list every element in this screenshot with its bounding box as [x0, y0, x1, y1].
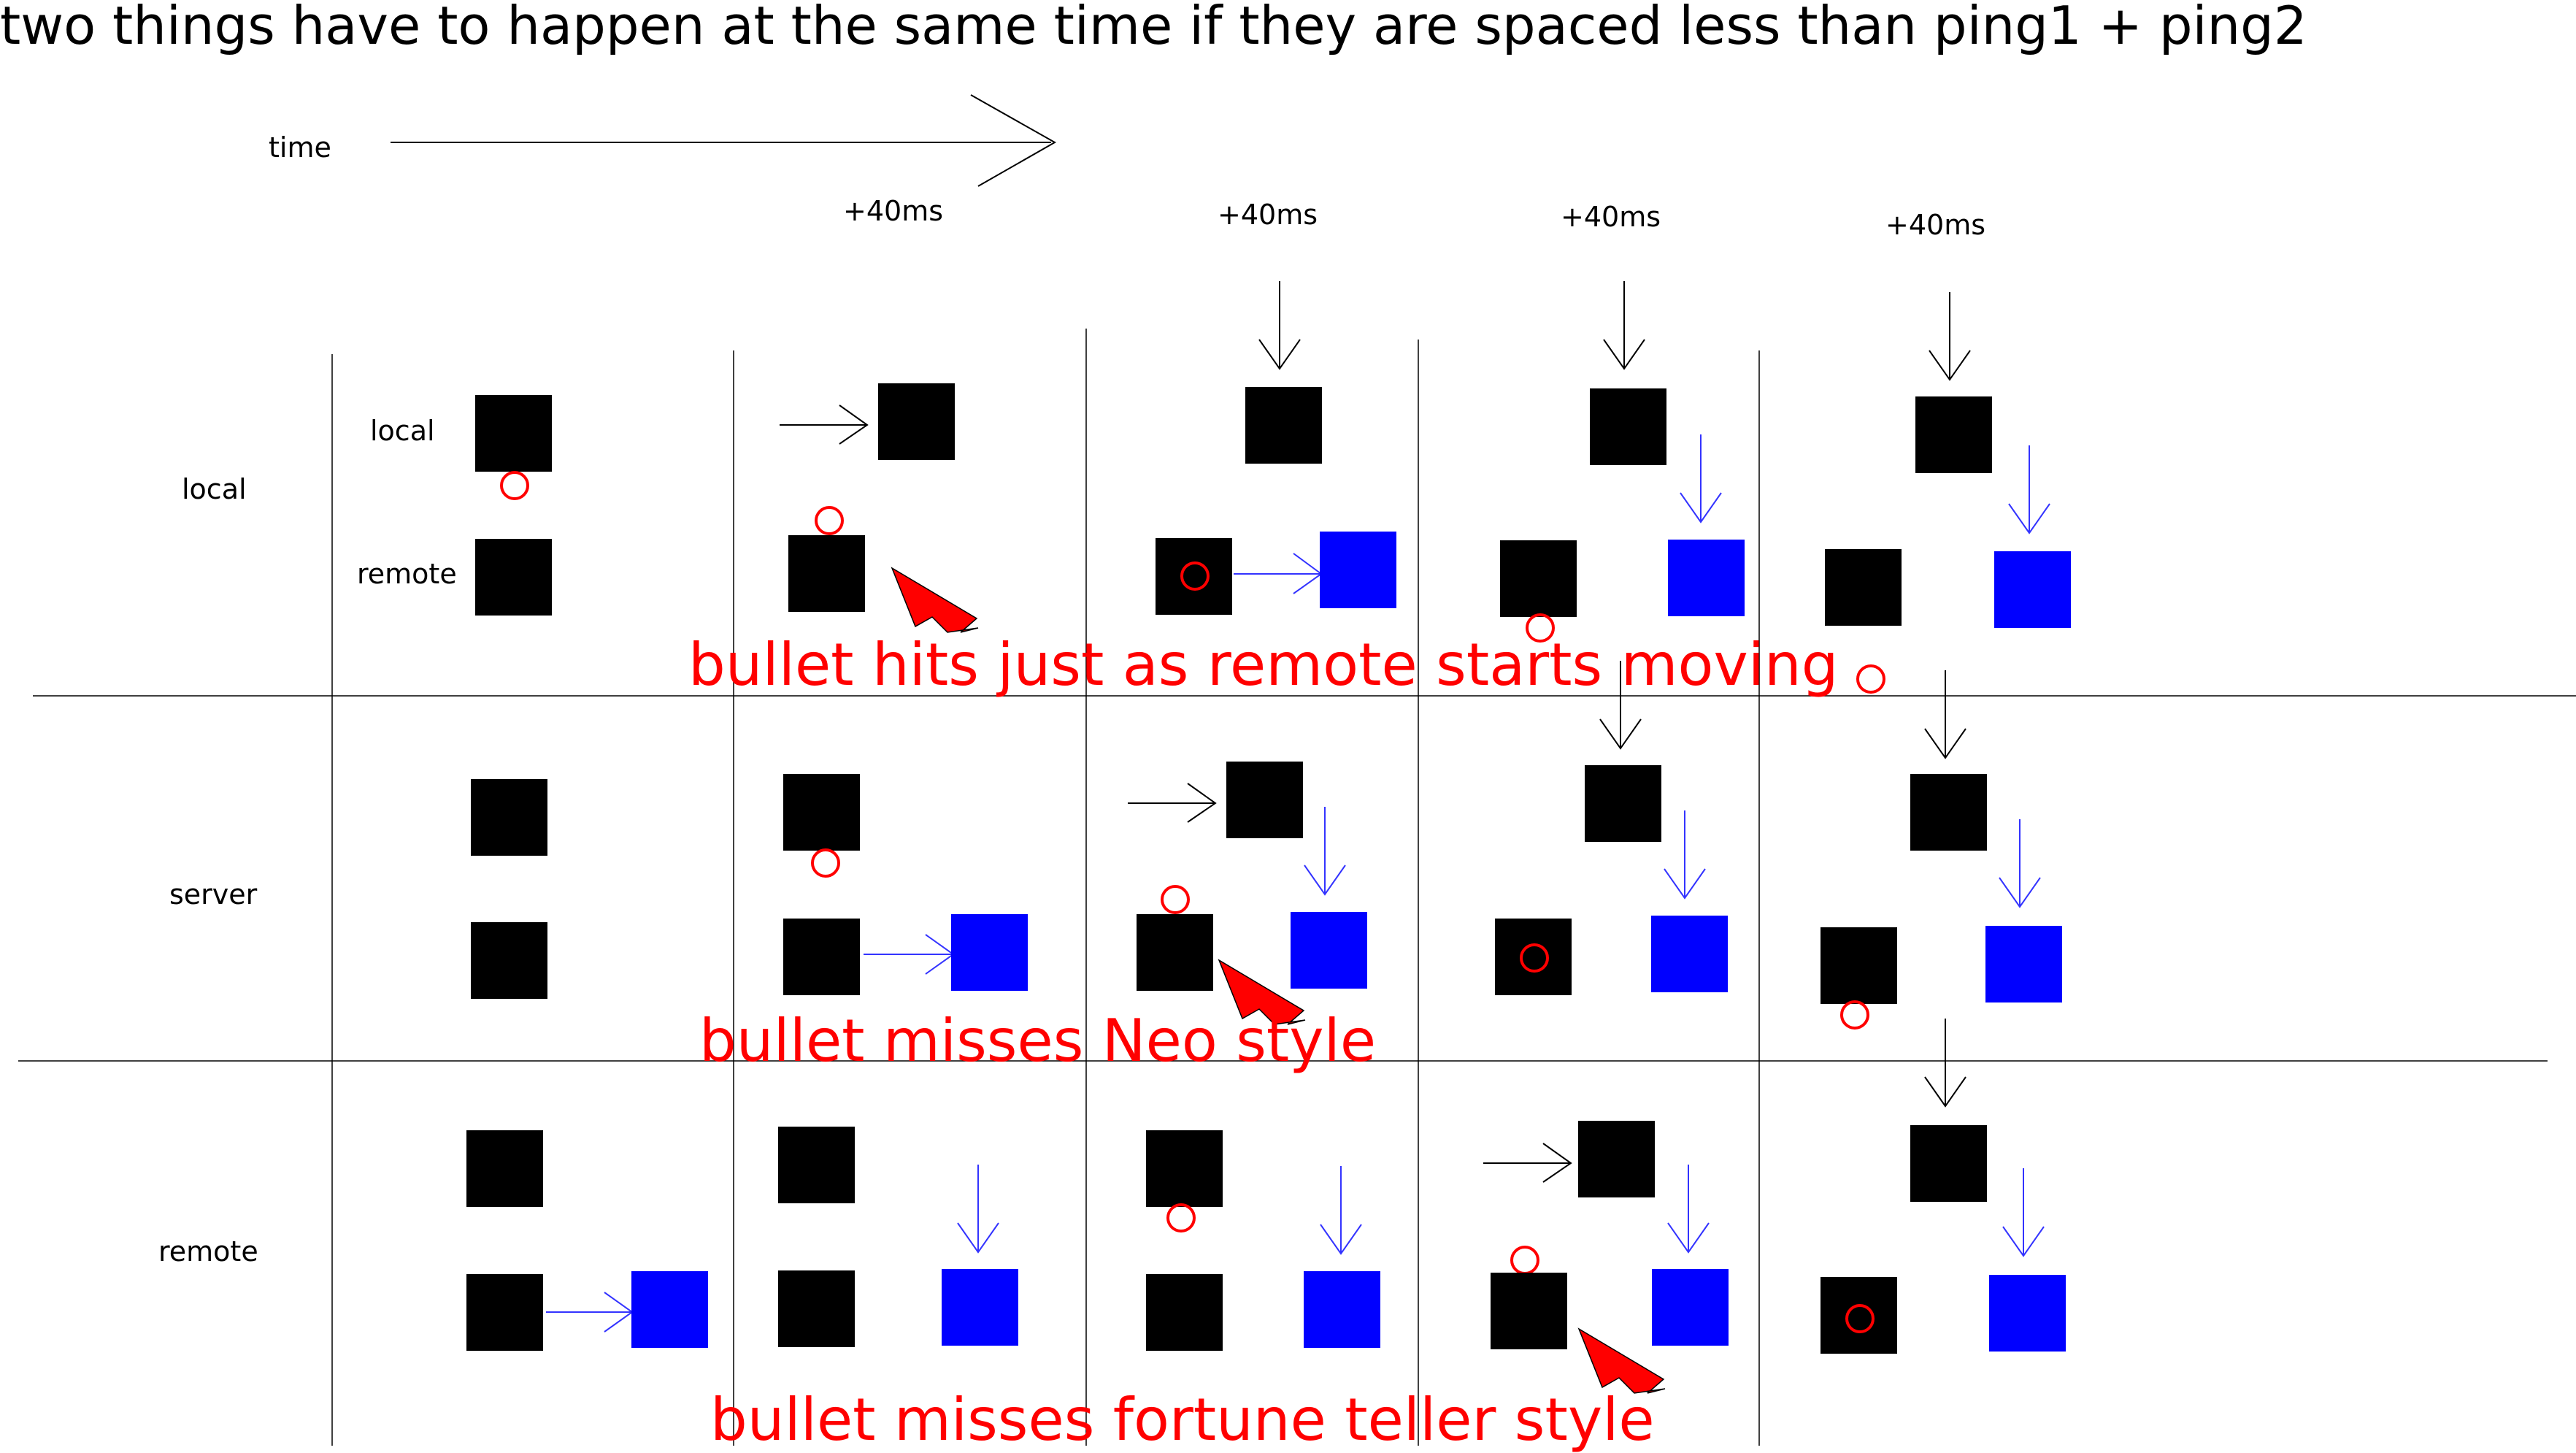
- diagram-title: two things have to happen at the same ti…: [0, 0, 2307, 56]
- local-player-box: [1915, 396, 1992, 473]
- bullet-marker: [1526, 613, 1555, 643]
- local-player-box: [778, 1127, 855, 1203]
- local-player-box: [1146, 1130, 1223, 1207]
- bullet-marker: [1520, 943, 1549, 973]
- remote-moved-box: [1291, 912, 1367, 989]
- remote-player-box: [788, 535, 865, 612]
- bullet-marker: [1166, 1203, 1196, 1232]
- row-label-local: local: [182, 473, 247, 505]
- remote-player-box: [466, 1274, 543, 1351]
- step-label-2: +40ms: [1218, 199, 1318, 231]
- time-arrow: [391, 94, 1057, 187]
- bullet-marker: [1845, 1304, 1875, 1333]
- remote-moved-box: [1994, 551, 2071, 628]
- step-label-3: +40ms: [1561, 201, 1661, 233]
- remote-player-box: [1137, 914, 1213, 991]
- time-label: time: [269, 131, 331, 164]
- remote-player-box: [475, 539, 552, 616]
- bullet-marker: [811, 848, 840, 878]
- local-player-box: [783, 774, 860, 851]
- sublabel-local: local: [370, 415, 435, 447]
- local-player-box: [1910, 1125, 1987, 1202]
- remote-player-box: [1820, 1277, 1897, 1354]
- caption-3: bullet misses fortune teller style: [710, 1386, 1655, 1453]
- remote-player-box: [1820, 927, 1897, 1004]
- local-player-box: [1245, 387, 1322, 464]
- remote-moved-box: [951, 914, 1028, 991]
- caption-1: bullet hits just as remote starts moving: [688, 631, 1839, 699]
- local-player-box: [1226, 762, 1303, 838]
- remote-player-box: [1156, 538, 1232, 615]
- remote-player-box: [1500, 540, 1577, 617]
- remote-player-box: [783, 919, 860, 995]
- remote-moved-box: [1985, 926, 2062, 1002]
- remote-player-box: [1491, 1273, 1567, 1349]
- bullet-marker: [1840, 1000, 1869, 1030]
- local-player-box: [1585, 765, 1661, 842]
- row-label-server: server: [169, 878, 258, 910]
- local-player-box: [475, 395, 552, 472]
- bullet-marker: [1180, 561, 1210, 591]
- bullet-marker: [815, 506, 844, 535]
- remote-player-box: [1825, 549, 1902, 626]
- pointer-arrow-3: [1577, 1327, 1666, 1394]
- local-player-box: [1910, 774, 1987, 851]
- local-player-box: [1590, 388, 1666, 465]
- step-label-1: +40ms: [843, 195, 943, 227]
- remote-player-box: [1146, 1274, 1223, 1351]
- remote-player-box: [778, 1270, 855, 1347]
- remote-moved-box: [1304, 1271, 1380, 1348]
- remote-moved-box: [1989, 1275, 2066, 1352]
- sublabel-remote: remote: [357, 558, 457, 590]
- remote-player-box: [471, 922, 547, 999]
- pointer-arrow-2: [1218, 959, 1306, 1025]
- remote-moved-box: [1668, 540, 1745, 616]
- remote-player-box: [1495, 919, 1572, 995]
- remote-moved-box: [1320, 532, 1396, 608]
- remote-moved-box: [1651, 916, 1728, 992]
- bullet-marker: [500, 471, 529, 500]
- row-label-remote: remote: [158, 1235, 258, 1268]
- remote-moved-box: [1652, 1269, 1729, 1346]
- bullet-marker: [1161, 885, 1190, 914]
- bullet-marker: [1856, 664, 1885, 694]
- caption-2: bullet misses Neo style: [699, 1007, 1376, 1075]
- pointer-arrow-1: [891, 567, 979, 633]
- step-label-4: +40ms: [1885, 209, 1985, 241]
- remote-moved-box: [942, 1269, 1018, 1346]
- bullet-marker: [1510, 1246, 1539, 1275]
- local-player-box: [466, 1130, 543, 1207]
- local-player-box: [878, 383, 955, 460]
- remote-moved-box: [631, 1271, 708, 1348]
- local-player-box: [471, 779, 547, 856]
- local-player-box: [1578, 1121, 1655, 1197]
